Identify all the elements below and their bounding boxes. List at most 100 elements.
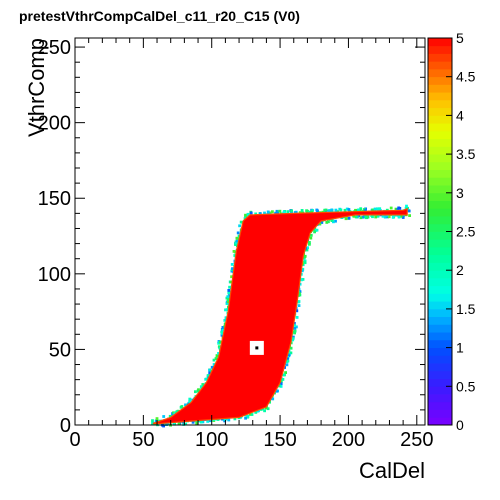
heatmap-edge-cell — [289, 346, 293, 350]
heatmap-edge-cell — [244, 416, 247, 420]
heatmap-edge-cell — [347, 208, 351, 211]
colorbar-cell — [428, 378, 452, 387]
heatmap-edge-cell — [284, 371, 287, 374]
colorbar-cell — [428, 61, 452, 70]
heatmap-edge-cell — [225, 296, 229, 300]
heatmap-edge-cell — [279, 380, 283, 383]
heatmap-edge-cell — [293, 324, 297, 327]
colorbar-cell — [428, 386, 452, 395]
heatmap-edge-cell — [359, 216, 363, 220]
heatmap-edge-cell — [235, 239, 239, 243]
colorbar-cell — [428, 316, 452, 325]
heatmap-edge-cell — [344, 217, 348, 221]
heatmap-edge-cell — [334, 208, 338, 212]
heatmap-edge-cell — [151, 419, 154, 422]
heatmap-edge-cell — [300, 278, 303, 282]
colorbar-tick-label: 0 — [456, 417, 464, 433]
heatmap-edge-cell — [195, 421, 199, 425]
heatmap-edge-cell — [279, 382, 283, 385]
heatmap-edge-cell — [332, 220, 335, 224]
heatmap-edge-cell — [230, 263, 234, 266]
heatmap-edge-cell — [231, 267, 234, 270]
heatmap-edge-cell — [303, 255, 306, 259]
heatmap-edge-cell — [208, 419, 212, 423]
heatmap-edge-cell — [309, 233, 313, 237]
heatmap-edge-cell — [228, 294, 231, 298]
colorbar-cell — [428, 92, 452, 101]
colorbar-cell — [428, 99, 452, 109]
heatmap-edge-cell — [345, 207, 349, 211]
colorbar-cell — [428, 115, 452, 124]
heatmap-edge-cell — [235, 236, 239, 240]
heatmap-edge-cell — [154, 419, 158, 423]
heatmap-edge-cell — [325, 221, 329, 224]
heatmap-edge-cell — [292, 330, 296, 334]
colorbar-cell — [428, 146, 452, 155]
heatmap-edge-cell — [151, 422, 154, 425]
heatmap-edge-cell — [308, 242, 311, 246]
heatmap-edge-cell — [215, 354, 219, 357]
heatmap-edge-cell — [237, 234, 241, 238]
heatmap-edge-cell — [330, 208, 334, 212]
heatmap-edge-cell — [201, 383, 205, 386]
colorbar-cell — [428, 53, 452, 62]
heatmap-edge-cell — [399, 214, 403, 218]
heatmap-edge-cell — [286, 210, 290, 213]
heatmap-edge-cell — [357, 208, 360, 212]
heatmap-edge-cell — [359, 207, 363, 211]
heatmap-edge-cell — [294, 210, 298, 214]
heatmap-edge-cell — [315, 208, 319, 212]
heatmap-edge-cell — [194, 390, 197, 394]
heatmap-edge-cell — [225, 308, 229, 311]
heatmap-edge-cell — [162, 424, 165, 428]
heatmap-edge-cell — [276, 211, 280, 215]
heatmap-edge-cell — [191, 420, 195, 424]
heatmap-edge-cell — [376, 214, 380, 218]
colorbar-cell — [428, 84, 452, 93]
colorbar-cell — [428, 324, 452, 333]
heatmap-edge-cell — [230, 275, 233, 279]
colorbar-cell — [428, 231, 452, 240]
heatmap-edge-cell — [227, 418, 231, 422]
heatmap-edge-cell — [408, 214, 411, 217]
heatmap-edge-cell — [188, 397, 192, 401]
heatmap-edge-cell — [298, 290, 302, 293]
heatmap-edge-cell — [180, 405, 184, 408]
heatmap-edge-cell — [306, 246, 309, 250]
heatmap-edge-cell — [309, 236, 313, 240]
heatmap-edge-cell — [305, 209, 309, 213]
heatmap-edge-cell — [347, 216, 351, 220]
heatmap-edge-cell — [376, 207, 379, 211]
y-axis-label: VthrComp — [24, 38, 49, 137]
y-tick-label: 0 — [60, 415, 71, 437]
heatmap-edge-cell — [250, 413, 254, 416]
heatmap-edge-cell — [305, 248, 309, 252]
x-axis-label: CalDel — [359, 458, 425, 483]
colorbar-tick-label: 3 — [456, 185, 464, 201]
heatmap-edge-cell — [327, 220, 330, 224]
colorbar-cell — [428, 223, 452, 232]
heatmap-edge-cell — [214, 357, 218, 360]
colorbar-cell — [428, 301, 452, 310]
heatmap-edge-cell — [246, 213, 250, 217]
x-tick-label: 100 — [195, 429, 228, 451]
heatmap-edge-cell — [303, 259, 307, 263]
colorbar-cell — [428, 370, 452, 379]
heatmap-edge-cell — [343, 208, 347, 212]
heatmap-edge-cell — [172, 422, 176, 425]
heatmap-edge-cell — [233, 417, 237, 421]
heatmap-edge-cell — [404, 206, 408, 210]
heatmap-edge-cell — [407, 209, 411, 213]
heatmap-edge-cell — [218, 346, 222, 350]
heatmap-edge-cell — [155, 417, 159, 420]
heatmap-edge-cell — [184, 403, 187, 407]
colorbar-cell — [428, 123, 452, 132]
heatmap-edge-cell — [320, 221, 324, 224]
heatmap-edge-cell — [212, 363, 216, 366]
heatmap-edge-cell — [361, 215, 365, 219]
heatmap-edge-cell — [221, 328, 225, 331]
heatmap-edge-cell — [188, 400, 192, 403]
heatmap-edge-cell — [397, 215, 401, 219]
heatmap-edge-cell — [330, 218, 334, 222]
